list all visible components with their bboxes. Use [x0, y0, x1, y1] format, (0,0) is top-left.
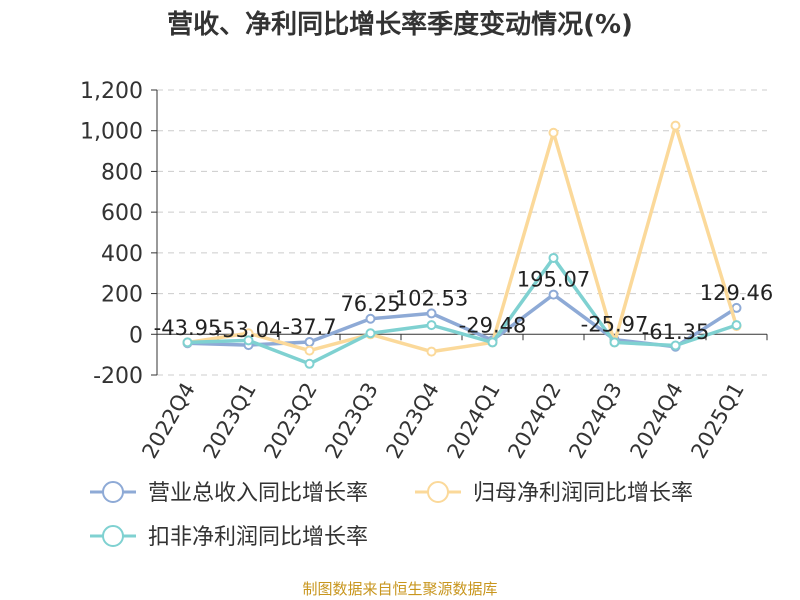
data-point	[670, 120, 681, 131]
y-tick-label: 200	[101, 283, 143, 308]
y-tick-label: -200	[93, 364, 143, 389]
y-tick-label: 600	[101, 201, 143, 226]
x-tick-label: 2022Q4	[137, 379, 199, 463]
x-tick-label: 2023Q3	[320, 379, 382, 463]
x-tick-label: 2024Q2	[503, 379, 565, 463]
data-point	[609, 337, 620, 348]
data-point	[731, 302, 742, 313]
x-tick-label: 2025Q1	[686, 379, 748, 463]
x-tick-label: 2023Q1	[198, 379, 260, 463]
data-point	[304, 336, 315, 347]
series-lines	[182, 120, 742, 369]
data-point	[487, 337, 498, 348]
x-tick-label: 2023Q4	[381, 379, 443, 463]
series-line	[187, 123, 739, 354]
data-label: -43.95	[154, 316, 222, 340]
data-label: -25.97	[581, 313, 649, 337]
data-point	[731, 320, 742, 331]
legend-label: 扣非净利润同比增长率	[148, 525, 368, 550]
source-note: 制图数据来自恒生聚源数据库	[302, 580, 498, 598]
legend-label: 营业总收入同比增长率	[148, 481, 368, 506]
y-tick-label: 0	[129, 323, 143, 348]
data-point	[426, 346, 437, 357]
data-point	[304, 345, 315, 356]
legend-marker	[102, 481, 124, 503]
x-tick-label: 2024Q1	[442, 379, 504, 463]
data-point	[548, 289, 559, 300]
data-point	[670, 340, 681, 351]
data-point	[548, 127, 559, 138]
data-point	[182, 337, 193, 348]
x-tick-label: 2024Q3	[564, 379, 626, 463]
y-tick-label: 1,000	[80, 120, 143, 145]
data-label: -61.35	[642, 320, 710, 344]
data-point	[365, 313, 376, 324]
axes: -20002004006008001,0001,2002022Q42023Q12…	[80, 79, 768, 463]
legend-label: 归母净利润同比增长率	[473, 481, 693, 506]
y-tick-label: 400	[101, 242, 143, 267]
y-tick-label: 1,200	[80, 79, 143, 104]
legend-marker	[427, 481, 449, 503]
gridlines	[157, 89, 767, 376]
y-tick-label: 800	[101, 160, 143, 185]
data-label: -29.48	[459, 313, 527, 337]
data-label: -37.7	[282, 315, 336, 339]
x-tick-label: 2024Q4	[625, 379, 687, 463]
data-point	[548, 252, 559, 263]
data-label: 102.53	[395, 286, 468, 310]
legend-marker	[102, 525, 124, 547]
data-point	[426, 308, 437, 319]
data-point	[426, 320, 437, 331]
data-point	[365, 328, 376, 339]
series-line	[187, 256, 738, 366]
chart-title: 营收、净利同比增长率季度变动情况(%)	[167, 9, 633, 40]
data-label: 129.46	[700, 281, 773, 305]
data-label: 76.25	[340, 292, 400, 316]
x-tick-label: 2023Q2	[259, 379, 321, 463]
data-label: -53.04	[215, 318, 283, 342]
data-point	[304, 358, 315, 369]
data-label: 195.07	[517, 268, 590, 292]
data-point	[243, 335, 254, 346]
